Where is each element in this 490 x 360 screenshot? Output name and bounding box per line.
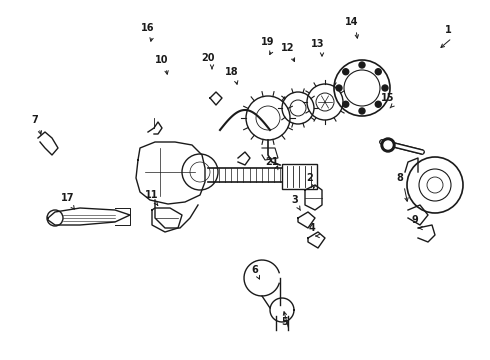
Text: 19: 19 — [261, 37, 275, 47]
Text: 8: 8 — [396, 173, 403, 183]
Text: 12: 12 — [281, 43, 295, 53]
Text: 9: 9 — [412, 215, 418, 225]
Circle shape — [384, 141, 392, 149]
Text: 14: 14 — [345, 17, 359, 27]
Text: 20: 20 — [201, 53, 215, 63]
Text: 2: 2 — [307, 173, 314, 183]
Polygon shape — [136, 142, 205, 204]
Text: 21: 21 — [265, 157, 279, 167]
Text: 1: 1 — [444, 25, 451, 35]
Circle shape — [343, 69, 349, 75]
Text: 15: 15 — [381, 93, 395, 103]
Polygon shape — [152, 208, 182, 232]
Polygon shape — [308, 232, 325, 248]
Circle shape — [375, 101, 381, 107]
Polygon shape — [405, 158, 418, 172]
Text: 3: 3 — [292, 195, 298, 205]
Text: 18: 18 — [225, 67, 239, 77]
Text: 13: 13 — [311, 39, 325, 49]
Polygon shape — [305, 185, 322, 210]
FancyBboxPatch shape — [282, 164, 317, 189]
Text: 7: 7 — [32, 115, 38, 125]
Text: 6: 6 — [252, 265, 258, 275]
Polygon shape — [48, 208, 130, 225]
Text: 10: 10 — [155, 55, 169, 65]
Text: 5: 5 — [282, 317, 289, 327]
Polygon shape — [38, 132, 58, 155]
Text: 11: 11 — [145, 190, 159, 200]
Text: 4: 4 — [309, 223, 316, 233]
Circle shape — [359, 108, 365, 114]
Text: 17: 17 — [61, 193, 75, 203]
Polygon shape — [298, 212, 315, 228]
Circle shape — [359, 62, 365, 68]
Circle shape — [375, 69, 381, 75]
Circle shape — [336, 85, 342, 91]
Circle shape — [381, 138, 395, 152]
Circle shape — [343, 101, 349, 107]
Circle shape — [382, 85, 388, 91]
Text: 16: 16 — [141, 23, 155, 33]
